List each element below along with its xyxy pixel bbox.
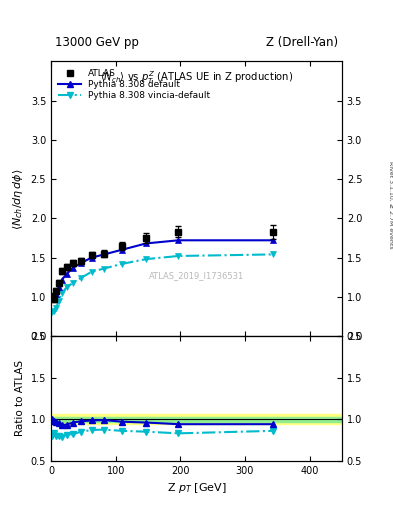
Text: 13000 GeV pp: 13000 GeV pp (55, 36, 139, 49)
Text: Z (Drell-Yan): Z (Drell-Yan) (266, 36, 338, 49)
Text: Rivet 3.1.10, ≥ 2.7M events: Rivet 3.1.10, ≥ 2.7M events (389, 161, 393, 249)
Text: ATLAS_2019_I1736531: ATLAS_2019_I1736531 (149, 271, 244, 280)
Bar (51, 417, 342, 422)
X-axis label: Z $p_T$ [GeV]: Z $p_T$ [GeV] (167, 481, 226, 495)
Bar (51, 414, 342, 424)
Y-axis label: Ratio to ATLAS: Ratio to ATLAS (15, 360, 25, 436)
Y-axis label: $\langle N_{ch}/d\eta\, d\phi\rangle$: $\langle N_{ch}/d\eta\, d\phi\rangle$ (11, 168, 25, 229)
Legend: ATLAS, Pythia 8.308 default, Pythia 8.308 vincia-default: ATLAS, Pythia 8.308 default, Pythia 8.30… (55, 66, 213, 103)
Text: $\langle N_{ch}\rangle$ vs $p_T^Z$ (ATLAS UE in Z production): $\langle N_{ch}\rangle$ vs $p_T^Z$ (ATLA… (100, 70, 293, 87)
